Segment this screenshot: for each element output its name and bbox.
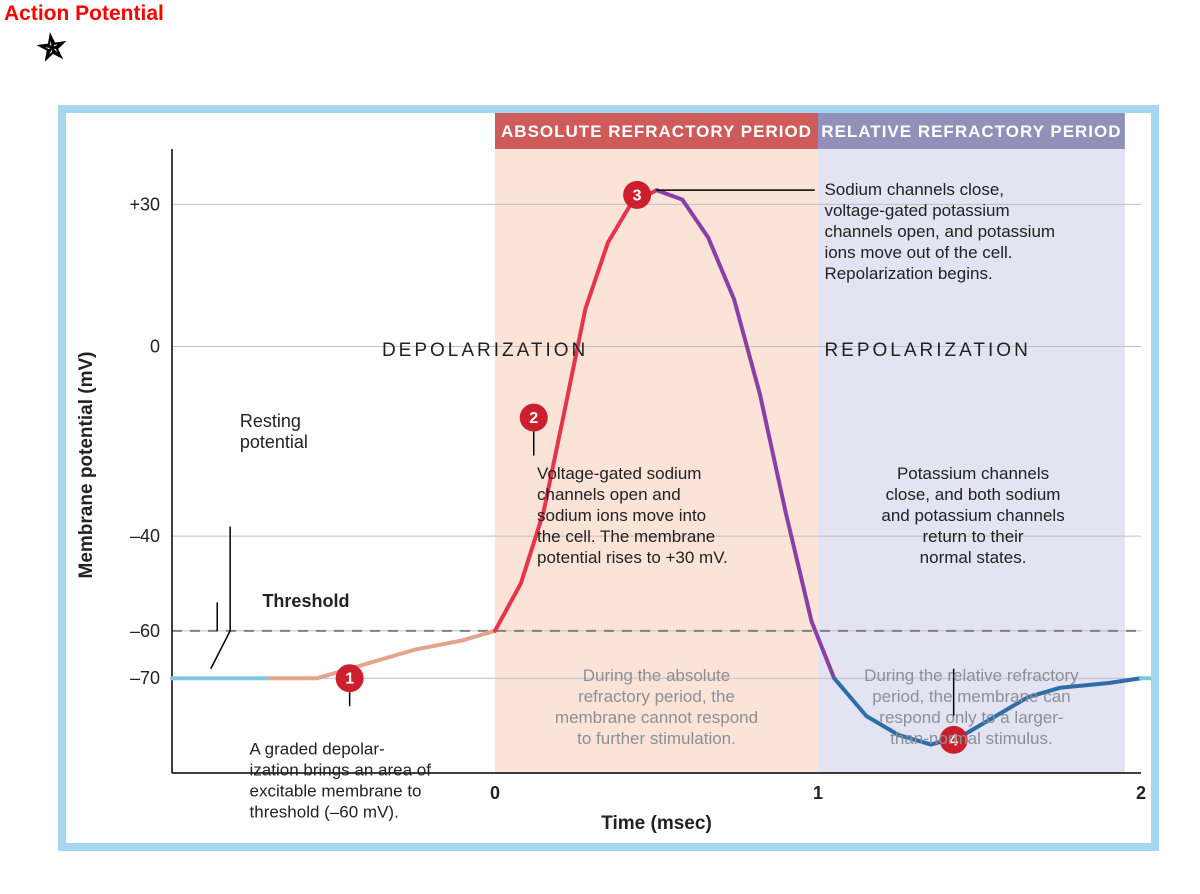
region-label: ABSOLUTE REFRACTORY PERIOD [501,122,812,141]
region-label: RELATIVE REFRACTORY PERIOD [821,122,1121,141]
annotation-1: A graded depolar-ization brings an area … [250,740,432,822]
page-title: Action Potential [4,2,164,26]
marker-number: 2 [529,410,538,427]
resting-potential-label: Restingpotential [240,411,308,452]
y-tick-label: –40 [130,526,160,546]
y-tick-label: –70 [130,668,160,688]
action-potential-chart: ABSOLUTE REFRACTORY PERIOD RELATIVE REFRA… [58,105,1159,851]
threshold-label: Threshold [262,591,349,611]
x-tick-label: 0 [490,783,500,803]
y-axis-label: Membrane potential (mV) [76,352,97,579]
y-tick-label: –60 [130,621,160,641]
annotation-2: Voltage-gated sodiumchannels open andsod… [537,464,728,567]
x-axis-label: Time (msec) [601,813,712,834]
x-tick-label: 1 [813,783,823,803]
page: Action Potential ✯ ABSOLUTE REFRACTORY P… [0,0,1200,894]
y-tick-label: +30 [129,194,160,214]
curve-segment [269,631,495,678]
chart-svg: ABSOLUTE REFRACTORY PERIOD RELATIVE REFRA… [66,113,1151,843]
phase-repolarization: REPOLARIZATION [824,340,1030,361]
marker-number: 3 [633,187,642,204]
x-tick-label: 2 [1136,783,1146,803]
resting-pointer [211,527,230,669]
phase-depolarization: DEPOLARIZATION [382,340,588,361]
y-tick-label: 0 [150,337,160,357]
star-icon: ✯ [35,26,69,70]
marker-number: 1 [345,671,354,688]
